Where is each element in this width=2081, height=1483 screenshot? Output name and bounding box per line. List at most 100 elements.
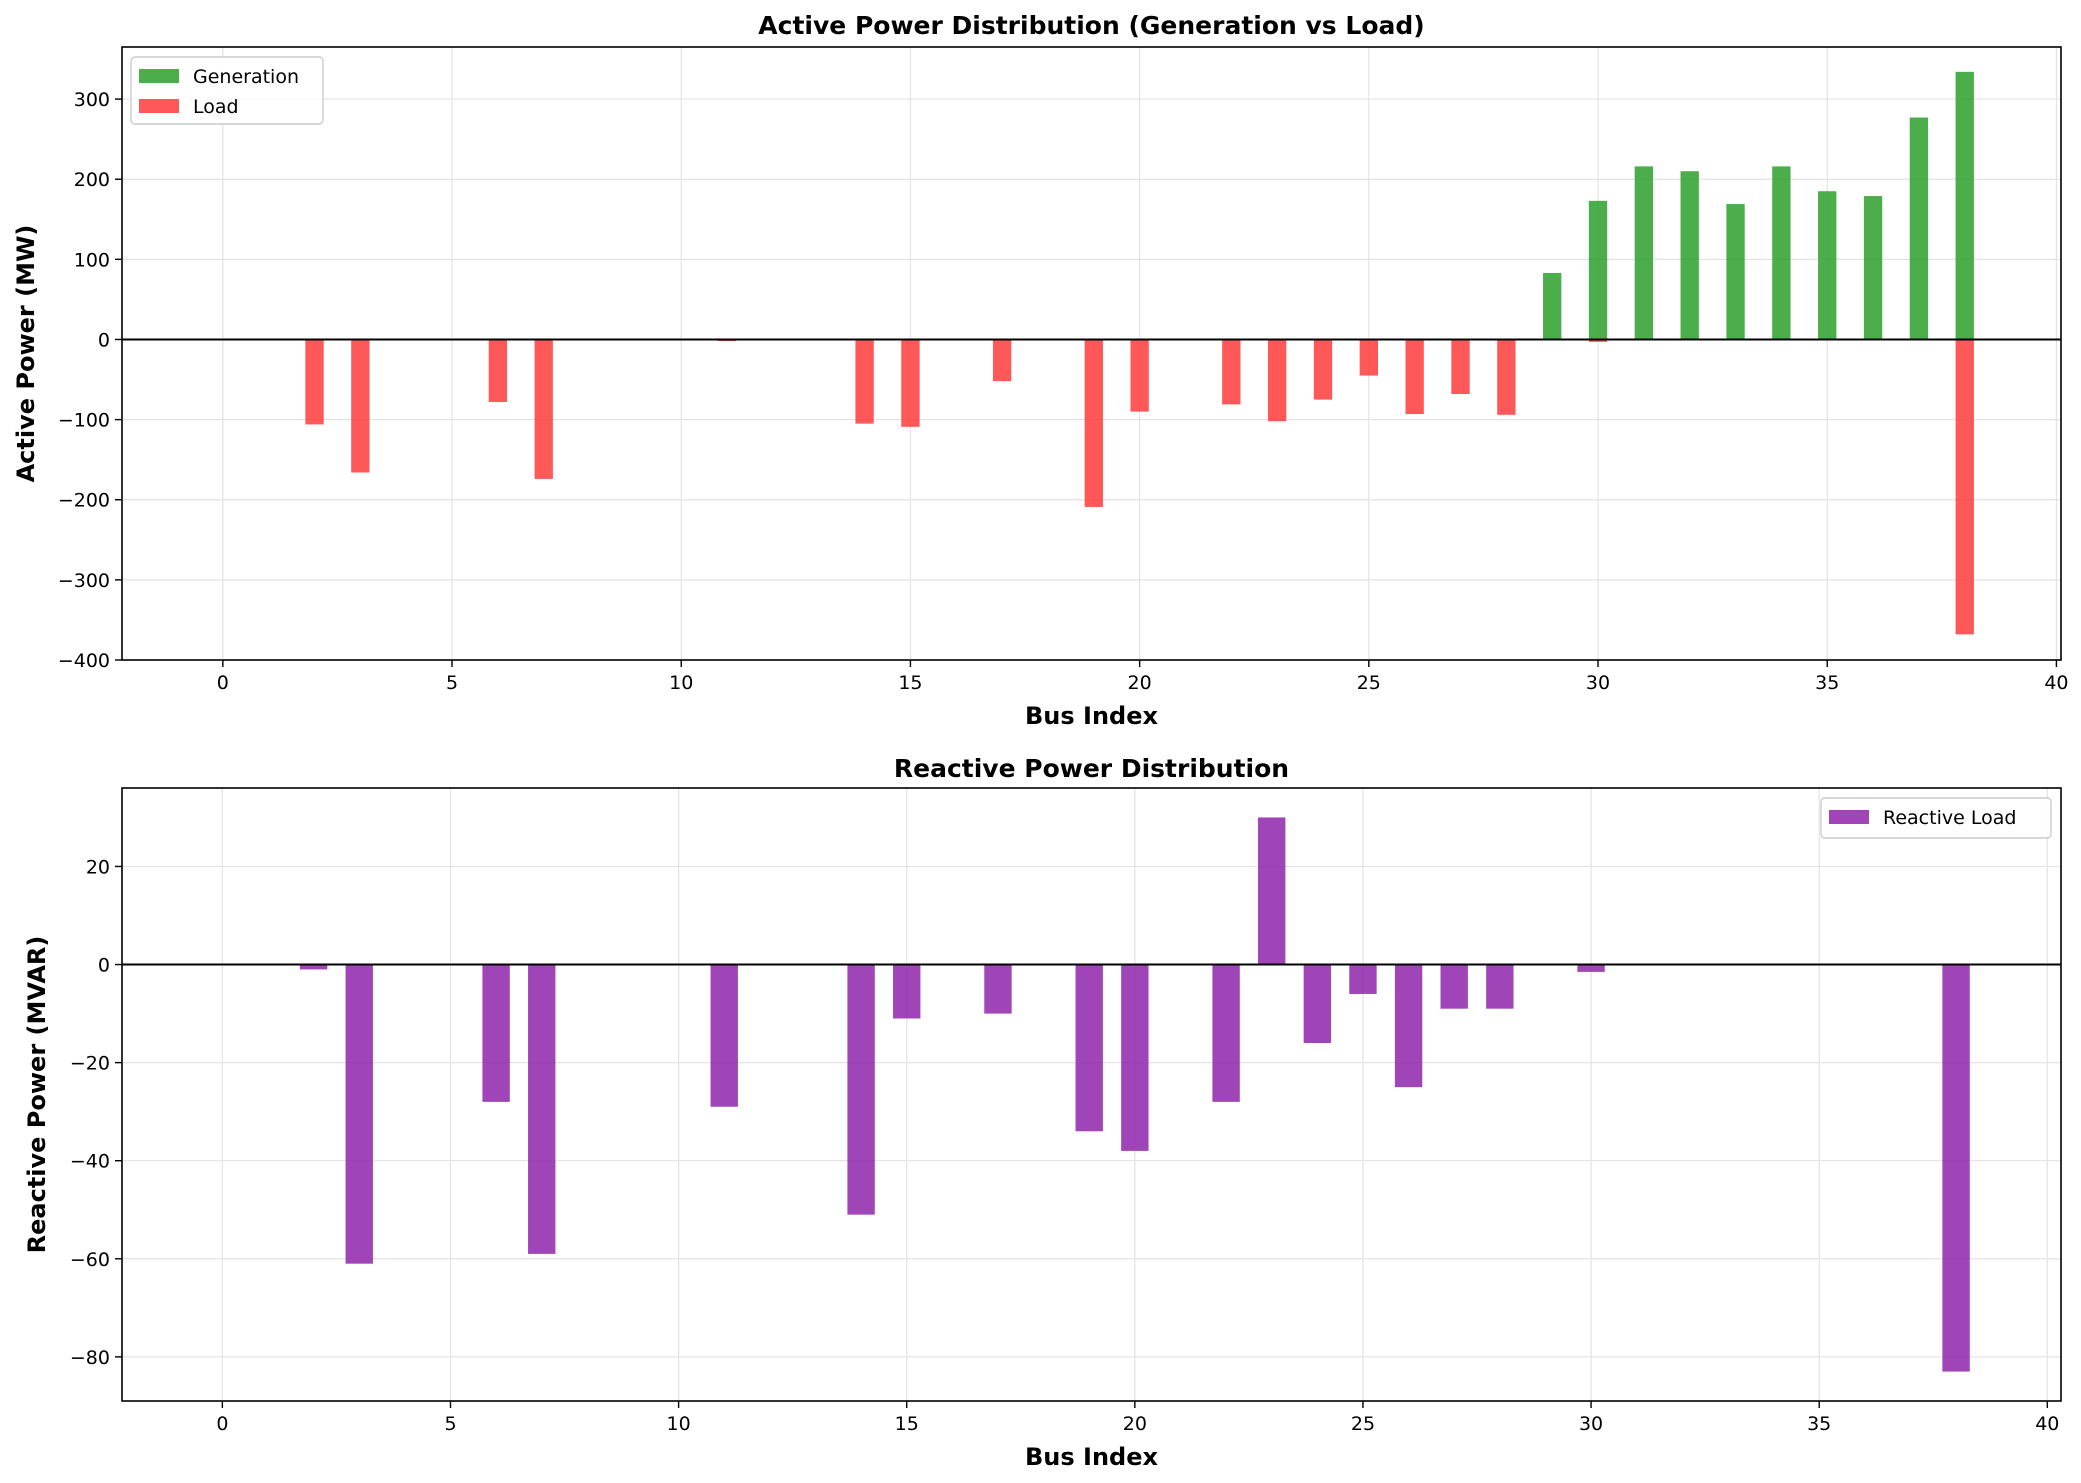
y-axis-label: Active Power (MW) (12, 225, 40, 483)
chart-title: Reactive Power Distribution (894, 754, 1289, 783)
bar-generation-bus-30 (1588, 200, 1608, 340)
bar-reactive-load-bus-11 (710, 964, 738, 1107)
bar-generation-bus-29 (1543, 272, 1562, 340)
bar-generation-bus-36 (1863, 196, 1883, 340)
x-axis-label: Bus Index (1025, 1443, 1158, 1471)
x-tick-label: 30 (1586, 672, 1610, 694)
bar-load-bus-25 (1359, 339, 1378, 376)
x-tick-label: 0 (217, 672, 229, 694)
legend: Generation Load (130, 56, 324, 125)
x-tick-label: 20 (1123, 1413, 1147, 1435)
bar-reactive-load-bus-3 (345, 964, 373, 1264)
y-tick-label: −400 (58, 650, 110, 672)
legend-swatch-reactive-load (1829, 810, 1869, 824)
y-axis-label: Reactive Power (MVAR) (23, 936, 51, 1254)
bar-reactive-load-bus-26 (1394, 964, 1423, 1088)
x-tick-label: 10 (667, 1413, 691, 1435)
bar-load-bus-19 (1084, 339, 1103, 507)
legend-label-reactive-load: Reactive Load (1883, 807, 2016, 829)
x-tick-label: 40 (2044, 672, 2068, 694)
x-axis-label: Bus Index (1025, 702, 1158, 730)
bar-generation-bus-33 (1726, 204, 1745, 340)
bar-load-bus-26 (1405, 339, 1424, 414)
bar-reactive-load-bus-28 (1486, 964, 1514, 1009)
bar-reactive-load-bus-30 (1577, 964, 1605, 972)
legend-swatch-generation (139, 69, 179, 83)
x-tick-label: 30 (1579, 1413, 1603, 1435)
y-tick-label: −60 (70, 1249, 110, 1271)
bar-reactive-load-bus-38 (1942, 964, 1970, 1372)
bar-load-bus-7 (534, 339, 553, 479)
bar-generation-bus-31 (1634, 166, 1654, 340)
plot-frame (121, 787, 2062, 1402)
bar-generation-bus-34 (1772, 166, 1791, 340)
bar-reactive-load-bus-20 (1121, 964, 1149, 1151)
x-tick-label: 25 (1351, 1413, 1375, 1435)
y-tick-label: −40 (70, 1151, 110, 1173)
y-tick-label: −200 (58, 490, 110, 512)
bar-load-bus-17 (992, 339, 1012, 382)
y-tick-label: 200 (74, 169, 110, 191)
bar-reactive-load-bus-19 (1075, 964, 1103, 1132)
bar-generation-bus-35 (1818, 191, 1837, 340)
bar-reactive-load-bus-25 (1349, 964, 1377, 994)
x-tick-label: 35 (1807, 1413, 1831, 1435)
plot-frame (121, 46, 2062, 661)
chart-title: Active Power Distribution (Generation vs… (758, 11, 1424, 40)
x-tick-label: 5 (444, 1413, 456, 1435)
x-tick-label: 25 (1357, 672, 1381, 694)
bar-generation-bus-37 (1909, 117, 1929, 340)
bar-load-bus-14 (855, 339, 874, 424)
y-tick-label: −20 (70, 1053, 110, 1075)
bar-load-bus-23 (1267, 339, 1287, 422)
legend-label-generation: Generation (193, 66, 299, 88)
bar-load-bus-24 (1313, 339, 1333, 400)
x-tick-label: 0 (216, 1413, 228, 1435)
bar-load-bus-3 (351, 339, 370, 473)
bar-load-bus-20 (1130, 339, 1149, 412)
legend: Reactive Load (1820, 797, 2052, 839)
bar-reactive-load-bus-7 (528, 964, 556, 1254)
bar-reactive-load-bus-23 (1258, 817, 1286, 965)
x-tick-label: 35 (1815, 672, 1839, 694)
chart-panel-2: 0 5 10 15 20 25 30 35 40 −80 −60 −40 −20 0 20 Reactive … (23, 754, 2062, 1471)
bar-reactive-load-bus-27 (1440, 964, 1468, 1009)
bar-load-bus-22 (1222, 339, 1241, 405)
bar-load-bus-28 (1497, 339, 1516, 415)
y-tick-label: 300 (74, 89, 110, 111)
bar-reactive-load-bus-14 (847, 964, 875, 1215)
x-tick-label: 10 (669, 672, 693, 694)
bar-reactive-load-bus-6 (482, 964, 510, 1102)
bar-generation-bus-32 (1680, 171, 1699, 340)
bar-reactive-load-bus-15 (893, 964, 921, 1019)
y-tick-label: 20 (86, 856, 110, 878)
x-tick-label: 20 (1128, 672, 1152, 694)
y-tick-label: 100 (74, 249, 110, 271)
bar-load-bus-2 (305, 339, 324, 425)
legend-label-load: Load (193, 96, 239, 118)
x-tick-label: 15 (898, 672, 922, 694)
bar-reactive-load-bus-2 (299, 964, 328, 970)
x-tick-label: 5 (446, 672, 458, 694)
legend-swatch-load (139, 99, 179, 113)
y-tick-label: −100 (58, 410, 110, 432)
y-tick-label: 0 (98, 329, 110, 351)
bar-load-bus-15 (901, 339, 920, 427)
chart-panel-1: 0 5 10 15 20 25 30 35 40 −400 −300 −200 −100 0 100 200 3… (12, 11, 2069, 730)
y-tick-label: 0 (98, 955, 110, 977)
bar-load-bus-27 (1451, 339, 1470, 394)
legend-box (1820, 797, 2052, 839)
x-tick-label: 15 (895, 1413, 919, 1435)
bar-reactive-load-bus-22 (1212, 964, 1240, 1102)
y-tick-label: −300 (58, 570, 110, 592)
bar-reactive-load-bus-24 (1303, 964, 1332, 1044)
bar-load-bus-38 (1955, 339, 1974, 635)
bar-load-bus-6 (488, 339, 508, 402)
bar-generation-bus-38 (1955, 71, 1974, 340)
x-tick-label: 40 (2035, 1413, 2059, 1435)
bar-load-bus-30 (1588, 339, 1608, 342)
bar-reactive-load-bus-17 (984, 964, 1012, 1014)
y-tick-label: −80 (70, 1347, 110, 1369)
